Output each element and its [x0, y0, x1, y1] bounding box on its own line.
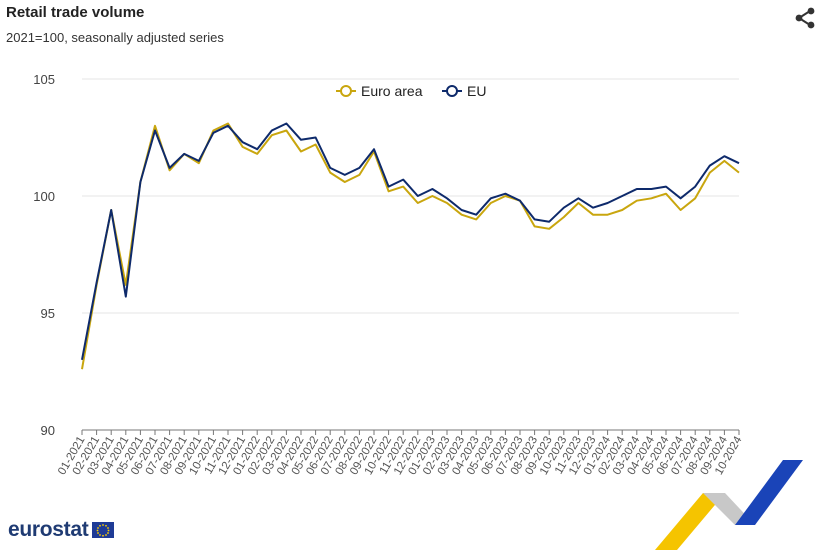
line-chart: 90 95 100 105 01-202102-202103-202104-20210…	[33, 72, 745, 477]
legend-label: Euro area	[361, 83, 423, 99]
y-axis: 90 95 100 105	[33, 72, 55, 438]
y-tick-label: 100	[33, 189, 55, 204]
x-axis: 01-202102-202103-202104-202105-202106-20…	[56, 429, 745, 477]
share-icon[interactable]	[793, 6, 817, 30]
y-tick-label: 90	[41, 423, 55, 438]
eu-flag-icon	[92, 522, 115, 538]
logo-text: eurostat	[8, 518, 89, 541]
legend-label: EU	[467, 83, 486, 99]
y-tick-label: 95	[41, 306, 55, 321]
eurostat-logo: eurostat	[8, 518, 115, 542]
legend-item-eu[interactable]: EU	[442, 83, 486, 99]
series-line-euro-area[interactable]	[81, 122, 740, 370]
chart-title: Retail trade volume	[6, 4, 145, 21]
y-tick-label: 105	[33, 72, 55, 87]
series-lines	[81, 122, 740, 370]
legend-item-euro-area[interactable]: Euro area	[336, 83, 423, 99]
legend-marker	[340, 85, 352, 97]
legend-marker	[446, 85, 458, 97]
series-line-eu[interactable]	[81, 122, 740, 360]
chart-subtitle: 2021=100, seasonally adjusted series	[6, 30, 224, 45]
legend[interactable]: Euro area EU	[336, 83, 486, 99]
decorative-ribbon	[655, 460, 803, 550]
